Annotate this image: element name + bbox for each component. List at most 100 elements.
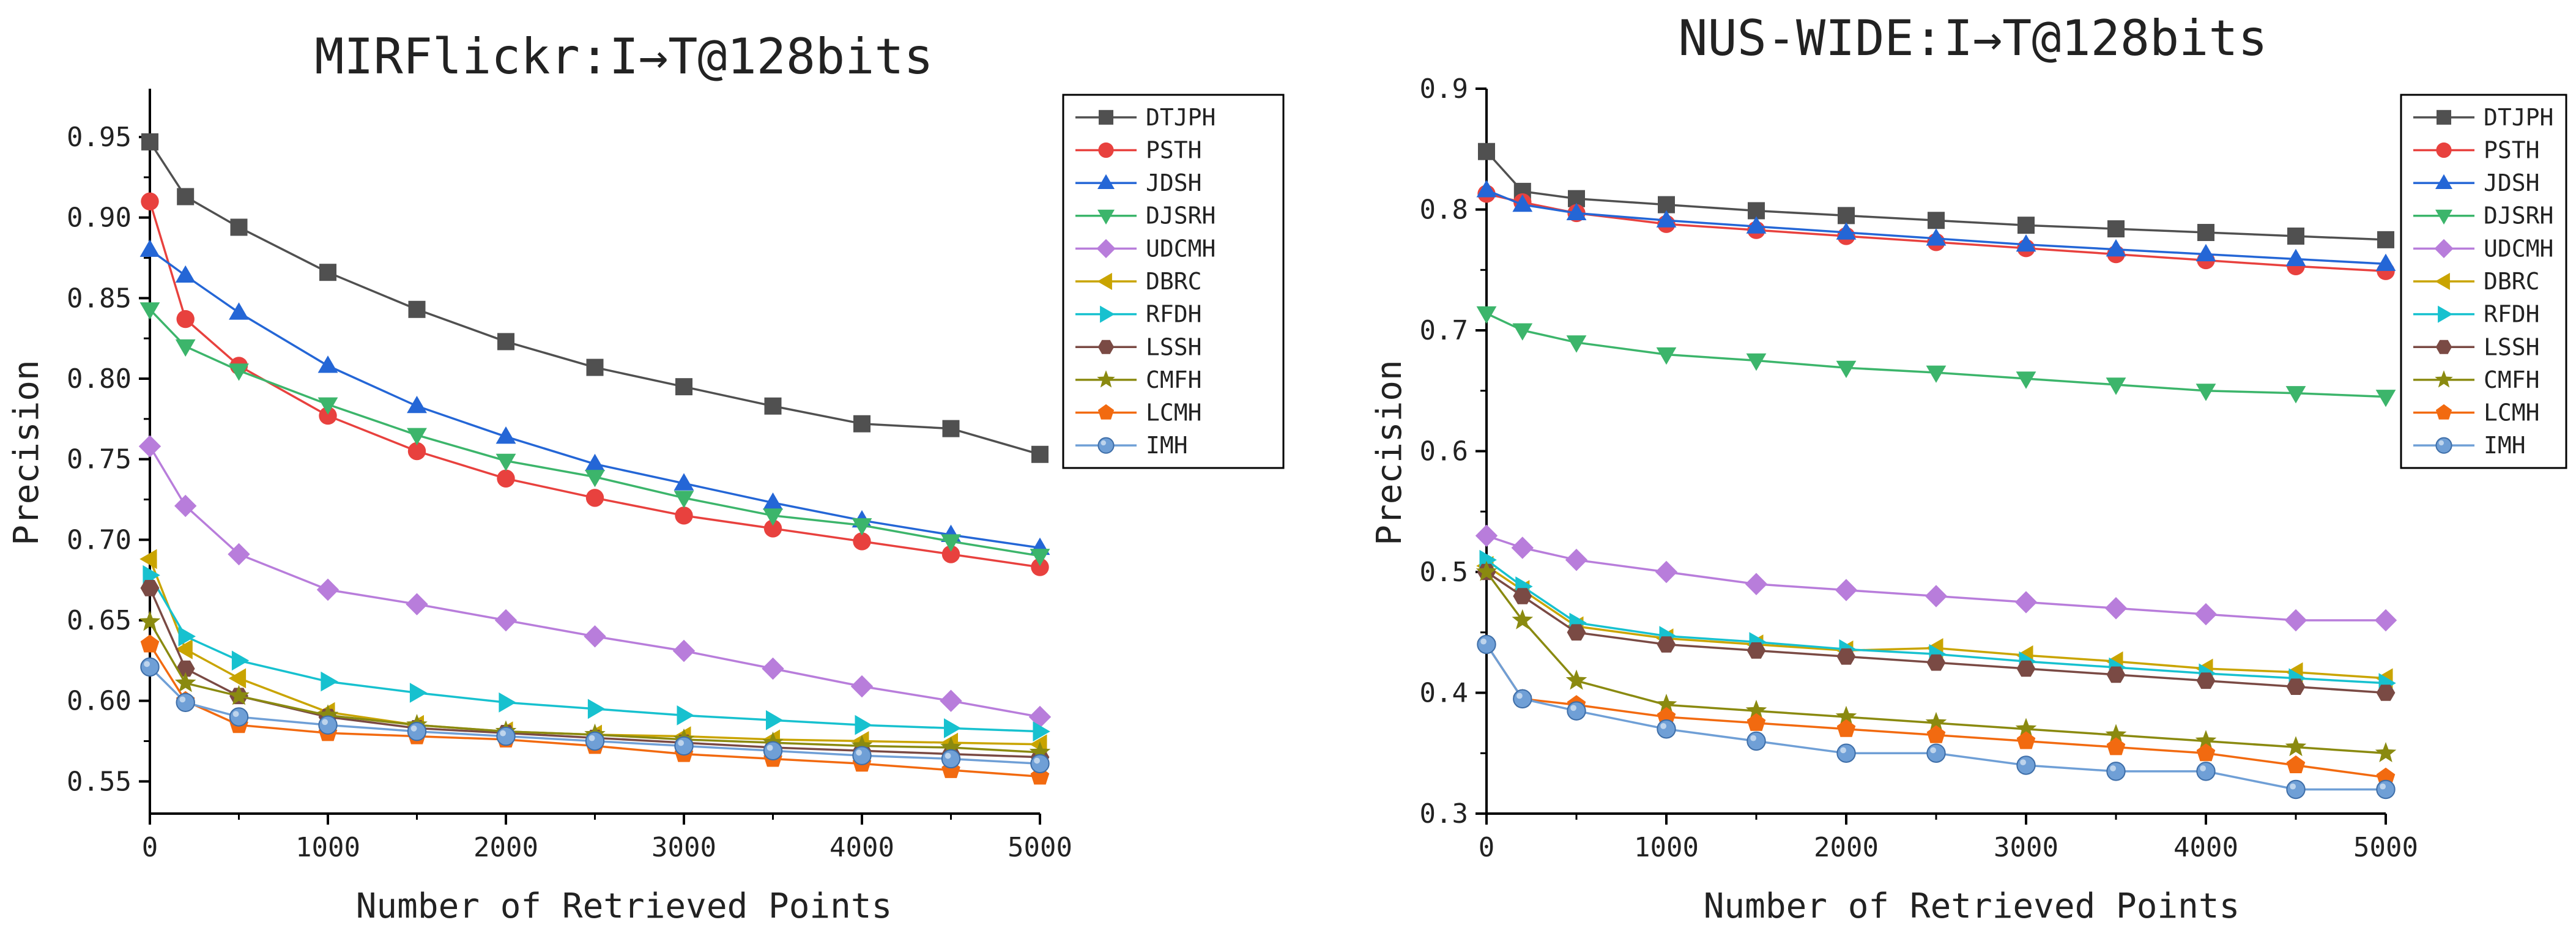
legend-label: PSTH [2484,136,2540,163]
series-line-jdsh [1486,189,2386,265]
data-point-udcmh [2194,603,2218,626]
series-line-lssh [1486,571,2386,694]
data-point-rfdh [944,718,962,738]
data-point-cmfh [851,735,873,755]
legend-marker-imh [2435,437,2452,454]
data-point-rfdh [178,626,196,647]
data-point-cmfh [940,736,962,757]
data-point-imh [585,731,605,751]
y-tick-label: 0.6 [1420,436,1468,467]
y-tick-label: 0.5 [1420,557,1468,588]
data-point-udcmh [1835,579,1858,601]
series-line-jdsh [149,248,1041,549]
data-point-lssh [1513,588,1532,604]
x-tick-label: 2000 [473,832,538,863]
legend-label: LCMH [1146,399,1202,426]
data-point-udcmh [138,435,161,458]
data-point-cmfh [2195,730,2217,751]
data-point-udcmh [1511,536,1534,559]
data-point-imh [2016,755,2036,775]
legend-item-lcmh: LCMH [2413,399,2540,426]
data-point-imh [1657,719,1676,739]
series-djsrh [1476,306,2396,407]
legend-marker-udcmh [1096,239,1116,258]
y-tick-label: 0.60 [67,686,132,717]
data-point-psth [497,469,515,488]
legend-label: RFDH [2484,301,2540,328]
legend-marker-rfdh [2438,305,2453,323]
data-point-udcmh [940,689,962,712]
data-point-psth [585,489,604,507]
data-point-cmfh [1475,560,1498,581]
marker-highlight [1660,722,1667,729]
data-point-djsrh [2106,377,2126,395]
data-point-imh [763,741,783,761]
legend-item-dbrc: DBRC [1075,268,1202,295]
series-line-djsrh [1486,312,2386,398]
data-point-dtjph [2017,217,2035,234]
data-point-jdsh [2106,239,2126,257]
series-cmfh [1475,560,2397,762]
data-point-djsrh [1030,549,1050,566]
data-point-jdsh [1746,216,1767,234]
x-axis-label: Number of Retrieved Points [356,886,893,926]
data-point-psth [141,192,159,211]
data-point-lssh [1926,654,1946,671]
data-point-jdsh [1656,210,1677,228]
data-point-lssh [176,660,195,677]
data-point-jdsh [407,396,427,414]
legend-label: LCMH [2484,399,2540,426]
series-line-djsrh [149,308,1041,557]
legend-label: DTJPH [2484,104,2553,131]
data-point-lcmh [1657,707,1676,725]
legend-item-rfdh: RFDH [1075,301,1202,328]
data-point-dtjph [230,218,248,236]
marker-highlight [2020,759,2027,765]
legend-label: CMFH [2484,366,2540,393]
data-point-imh [2106,762,2126,781]
legend-item-dtjph: DTJPH [1075,104,1216,131]
data-point-rfdh [1033,721,1050,742]
y-tick-label: 0.8 [1420,195,1468,226]
data-point-jdsh [2285,248,2306,266]
data-point-dtjph [2107,220,2125,238]
legend-label: IMH [2484,432,2526,459]
data-point-dtjph [1031,445,1049,463]
data-point-lssh [2106,666,2126,683]
series-line-dtjph [1485,150,2386,241]
data-point-rfdh [231,650,250,671]
data-point-udcmh [1655,560,1678,584]
axes: 0 1000 2000 3000 4000 5000 0.3 0.4 0.5 0.6 0.7 0.8 0… [1420,73,2418,863]
legend-label: LSSH [1146,333,1202,360]
series-line-lcmh [1485,644,2386,779]
series-psth [141,192,1049,576]
data-point-djsrh [674,491,694,508]
data-point-udcmh [2014,591,2038,614]
data-point-udcmh [406,593,428,615]
chart-title: MIRFlickr:I→T@128bits [314,28,933,85]
marker-highlight [1034,757,1040,764]
data-point-dtjph [586,358,604,376]
marker-highlight [588,735,595,741]
data-point-lcmh [1746,713,1766,731]
marker-highlight [1516,692,1523,699]
series-line-lcmh [149,644,1041,778]
x-tick-label: 3000 [1994,832,2058,863]
data-point-psth [176,310,195,329]
data-point-lcmh [2376,767,2396,785]
marker-highlight [1930,747,1937,754]
legend-label: CMFH [1146,366,1202,393]
marker-highlight [144,661,150,667]
data-point-psth [853,532,871,551]
data-point-dtjph [177,188,195,206]
data-point-imh [1513,689,1532,709]
marker-highlight [678,740,684,746]
legend-label: UDCMH [2484,235,2553,262]
data-point-jdsh [763,492,783,510]
series-line-dbrc [1486,565,2386,680]
data-point-djsrh [585,470,605,488]
data-point-dtjph [1928,212,1945,229]
data-point-imh [852,746,872,765]
data-point-imh [2196,762,2216,781]
